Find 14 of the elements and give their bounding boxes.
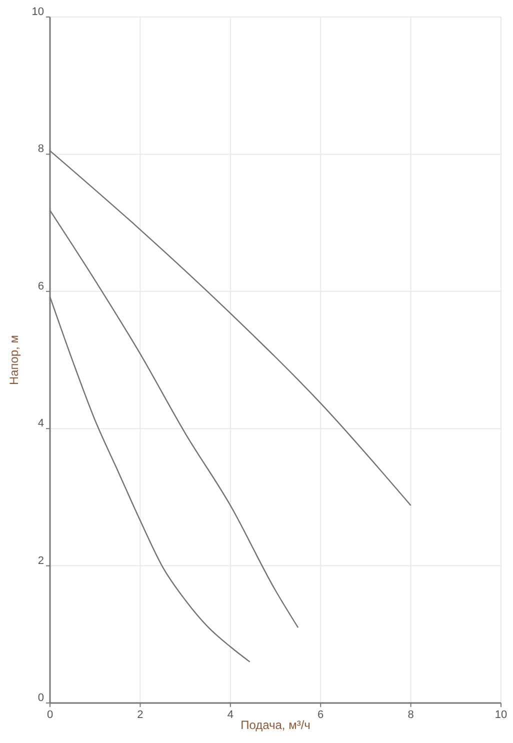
y-tick-label: 6 xyxy=(38,280,44,292)
y-axis-title: Напор, м xyxy=(7,334,21,386)
y-tick-label: 4 xyxy=(38,418,44,430)
x-tick-label: 8 xyxy=(408,709,414,721)
y-tick-label: 0 xyxy=(38,692,44,704)
x-tick-label: 10 xyxy=(494,709,508,721)
x-tick-label: 2 xyxy=(137,709,144,721)
x-tick-label: 4 xyxy=(227,709,234,721)
y-tick-label: 10 xyxy=(32,6,44,18)
x-axis-title: Подача, м³/ч xyxy=(240,718,310,732)
x-tick-label: 6 xyxy=(318,709,324,721)
y-tick-label: 8 xyxy=(38,143,44,156)
x-tick-label: 0 xyxy=(46,709,54,721)
y-tick-label: 2 xyxy=(38,554,44,567)
